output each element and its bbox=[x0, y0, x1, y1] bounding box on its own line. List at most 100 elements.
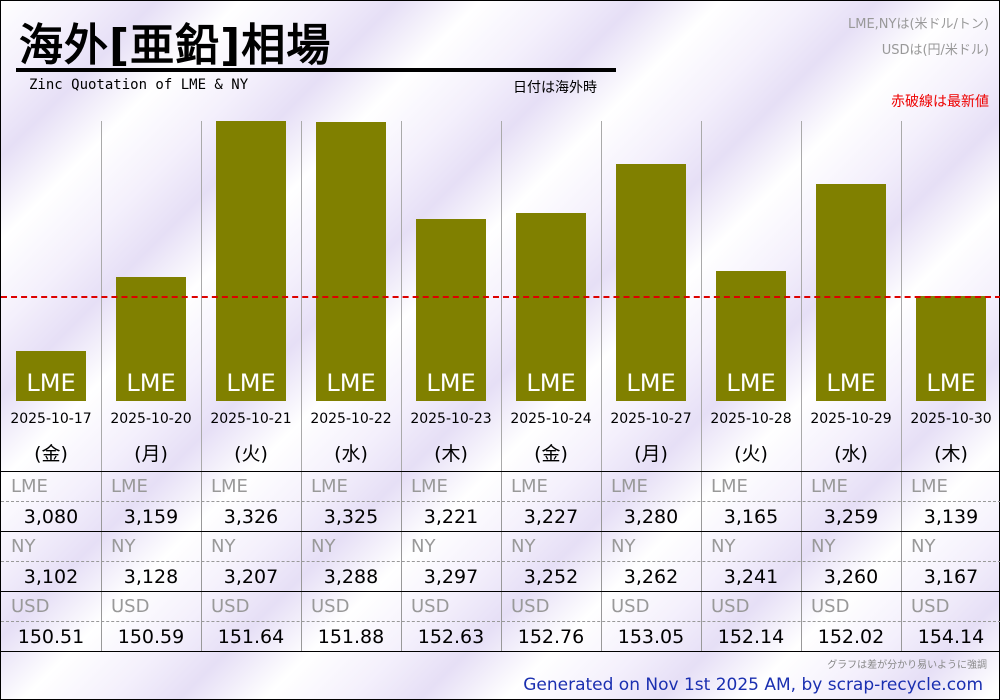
row-label-lme: LME bbox=[111, 476, 148, 497]
bar-label: LME bbox=[426, 369, 476, 397]
x-tick-label: 2025-10-17 bbox=[10, 411, 92, 427]
bar-label: LME bbox=[626, 368, 676, 397]
bar-lme: LME bbox=[216, 121, 286, 401]
value-usd: 151.88 bbox=[317, 626, 385, 648]
row-label-usd: USD bbox=[411, 596, 450, 617]
table-row-border bbox=[1, 471, 1000, 472]
table-row-border bbox=[1, 591, 1000, 592]
row-label-usd: USD bbox=[311, 596, 350, 617]
row-label-lme: LME bbox=[211, 476, 248, 497]
row-label-ny: NY bbox=[11, 536, 36, 557]
bar-label: LME bbox=[926, 368, 976, 397]
value-usd: 153.05 bbox=[617, 626, 685, 648]
value-lme: 3,227 bbox=[523, 506, 579, 528]
value-lme: 3,280 bbox=[623, 506, 679, 528]
x-tick-label: 2025-10-23 bbox=[410, 411, 492, 427]
x-tick-label: 2025-10-29 bbox=[810, 411, 892, 427]
row-label-ny: NY bbox=[611, 536, 636, 557]
value-lme: 3,139 bbox=[923, 506, 979, 528]
table-dashed-divider bbox=[1, 561, 1000, 562]
bar-lme: LME bbox=[616, 163, 686, 401]
table-row-border bbox=[1, 651, 1000, 652]
reference-line bbox=[1, 295, 1000, 298]
bar-label: LME bbox=[726, 368, 776, 397]
unit-note-lme-ny: LME,NYは(米ドル/トン) bbox=[848, 17, 989, 32]
title-underline bbox=[16, 68, 616, 72]
row-label-usd: USD bbox=[911, 596, 950, 617]
weekday-label: (火) bbox=[734, 443, 768, 465]
value-ny: 3,102 bbox=[23, 566, 79, 588]
generated-credit: Generated on Nov 1st 2025 AM, by scrap-r… bbox=[523, 675, 983, 695]
weekday-label: (水) bbox=[334, 443, 368, 465]
x-tick-label: 2025-10-21 bbox=[210, 411, 292, 427]
latest-line-note: 赤破線は最新値 bbox=[891, 94, 989, 110]
row-label-ny: NY bbox=[511, 536, 536, 557]
value-usd: 154.14 bbox=[917, 626, 985, 648]
row-label-ny: NY bbox=[811, 536, 836, 557]
x-tick-label: 2025-10-30 bbox=[910, 411, 992, 427]
bar-lme: LME bbox=[816, 183, 886, 401]
row-label-lme: LME bbox=[611, 476, 648, 497]
x-tick-label: 2025-10-20 bbox=[110, 411, 192, 427]
x-tick-label: 2025-10-24 bbox=[510, 411, 592, 427]
value-usd: 150.51 bbox=[17, 626, 85, 648]
date-note: 日付は海外時 bbox=[513, 80, 597, 96]
table-dashed-divider bbox=[1, 621, 1000, 622]
value-usd: 152.76 bbox=[517, 626, 585, 648]
table-dashed-divider bbox=[1, 501, 1000, 502]
value-usd: 152.14 bbox=[717, 626, 785, 648]
bar-lme: LME bbox=[16, 350, 86, 401]
row-label-usd: USD bbox=[11, 596, 50, 617]
value-ny: 3,252 bbox=[523, 566, 579, 588]
value-ny: 3,260 bbox=[823, 566, 879, 588]
bar-lme: LME bbox=[916, 295, 986, 401]
value-ny: 3,262 bbox=[623, 566, 679, 588]
bar-lme: LME bbox=[116, 276, 186, 401]
table-row-border bbox=[1, 531, 1000, 532]
value-usd: 152.63 bbox=[417, 626, 485, 648]
row-label-lme: LME bbox=[311, 476, 348, 497]
row-label-lme: LME bbox=[711, 476, 748, 497]
value-lme: 3,259 bbox=[823, 506, 879, 528]
bar-label: LME bbox=[526, 368, 576, 397]
x-tick-label: 2025-10-22 bbox=[310, 411, 392, 427]
row-label-lme: LME bbox=[911, 476, 948, 497]
row-label-usd: USD bbox=[111, 596, 150, 617]
bar-label: LME bbox=[326, 368, 376, 397]
weekday-label: (火) bbox=[234, 443, 268, 465]
bar-label: LME bbox=[826, 368, 876, 397]
weekday-label: (木) bbox=[434, 443, 468, 465]
subtitle: Zinc Quotation of LME & NY bbox=[29, 77, 249, 93]
weekday-label: (水) bbox=[834, 443, 868, 465]
value-ny: 3,207 bbox=[223, 566, 279, 588]
value-usd: 152.02 bbox=[817, 626, 885, 648]
row-label-usd: USD bbox=[811, 596, 850, 617]
row-label-usd: USD bbox=[211, 596, 250, 617]
row-label-usd: USD bbox=[611, 596, 650, 617]
value-ny: 3,297 bbox=[423, 566, 479, 588]
row-label-usd: USD bbox=[711, 596, 750, 617]
value-ny: 3,128 bbox=[123, 566, 179, 588]
bar-label: LME bbox=[26, 368, 76, 397]
bar-label: LME bbox=[226, 369, 276, 397]
unit-note-usd: USDは(円/米ドル) bbox=[881, 43, 989, 58]
value-ny: 3,241 bbox=[723, 566, 779, 588]
row-label-ny: NY bbox=[311, 536, 336, 557]
value-ny: 3,288 bbox=[323, 566, 379, 588]
row-label-lme: LME bbox=[11, 476, 48, 497]
page-title: 海外[亜鉛]相場 bbox=[19, 20, 332, 71]
x-tick-label: 2025-10-27 bbox=[610, 411, 692, 427]
bar-lme: LME bbox=[716, 271, 786, 401]
value-lme: 3,165 bbox=[723, 506, 779, 528]
value-lme: 3,326 bbox=[223, 506, 279, 528]
bar-lme: LME bbox=[416, 219, 486, 401]
weekday-label: (金) bbox=[534, 443, 568, 465]
weekday-label: (木) bbox=[934, 443, 968, 465]
value-lme: 3,325 bbox=[323, 506, 379, 528]
value-ny: 3,167 bbox=[923, 566, 979, 588]
row-label-ny: NY bbox=[711, 536, 736, 557]
row-label-ny: NY bbox=[411, 536, 436, 557]
row-label-ny: NY bbox=[211, 536, 236, 557]
bar-lme: LME bbox=[516, 213, 586, 401]
x-tick-label: 2025-10-28 bbox=[710, 411, 792, 427]
